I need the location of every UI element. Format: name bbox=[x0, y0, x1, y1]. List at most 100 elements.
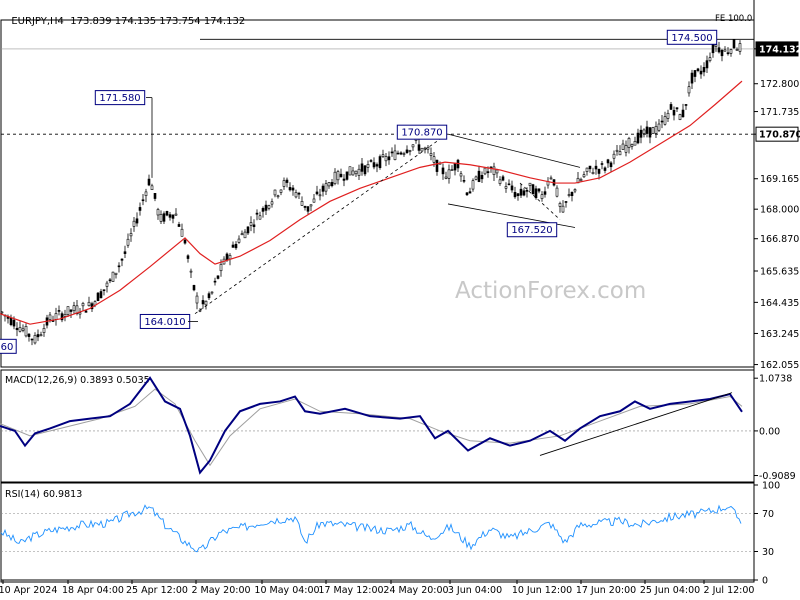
candle-body bbox=[561, 205, 565, 213]
candle-body bbox=[243, 231, 247, 239]
candle-body bbox=[705, 60, 709, 69]
price-label-171580: 171.580 bbox=[99, 93, 140, 104]
candle-body bbox=[192, 285, 196, 291]
candle-body bbox=[39, 334, 43, 337]
price-tick-label: 169.165 bbox=[760, 174, 799, 185]
candle-body bbox=[717, 47, 721, 53]
watermark: ActionForex.com bbox=[455, 278, 647, 304]
candle-body bbox=[345, 171, 349, 180]
candle-body bbox=[309, 204, 313, 207]
candle-body bbox=[357, 168, 361, 176]
candle-body bbox=[165, 211, 169, 216]
ohlc-values: 173.839 174.135 173.754 174.132 bbox=[70, 16, 246, 27]
dashed-trendline bbox=[194, 133, 449, 315]
candle-body bbox=[117, 265, 121, 268]
candle-body bbox=[120, 258, 124, 261]
candle-body bbox=[306, 206, 310, 212]
candle-body bbox=[360, 163, 364, 172]
candle-body bbox=[450, 169, 454, 171]
macd-trendline bbox=[539, 392, 733, 456]
candle-body bbox=[327, 182, 331, 187]
rsi-line bbox=[0, 504, 742, 553]
candle-body bbox=[363, 165, 367, 175]
candle-body bbox=[255, 212, 259, 215]
candle-body bbox=[213, 280, 217, 283]
candle-body bbox=[60, 313, 64, 321]
candle-body bbox=[369, 160, 373, 162]
candle-body bbox=[351, 170, 355, 176]
candle-body bbox=[96, 292, 100, 302]
candle-body bbox=[105, 282, 109, 287]
candle-body bbox=[162, 213, 166, 222]
time-label: 18 Apr 04:00 bbox=[62, 585, 124, 596]
price-label-60: 60 bbox=[1, 342, 14, 353]
candle-body bbox=[528, 182, 532, 186]
candle-body bbox=[630, 144, 634, 147]
candle-body bbox=[12, 319, 16, 327]
macd-tick-label: 1.0738 bbox=[759, 374, 792, 385]
candle-body bbox=[297, 192, 301, 195]
candle-body bbox=[738, 43, 742, 52]
candle-body bbox=[735, 49, 739, 51]
time-label: 17 May 12:00 bbox=[318, 585, 383, 596]
candle-body bbox=[348, 166, 352, 176]
candle-body bbox=[234, 243, 238, 249]
candle-body bbox=[321, 185, 325, 192]
candle-body bbox=[405, 149, 409, 153]
candle-body bbox=[258, 215, 262, 220]
candle-body bbox=[657, 123, 661, 131]
time-label: 10 Apr 2024 bbox=[0, 585, 57, 596]
candle-body bbox=[270, 201, 274, 205]
dashed-trendline bbox=[519, 182, 561, 220]
candle-body bbox=[261, 208, 265, 212]
candle-body bbox=[459, 173, 463, 177]
candle-body bbox=[159, 214, 163, 222]
candle-body bbox=[627, 138, 631, 148]
price-label-60-box bbox=[0, 338, 17, 354]
candle-body bbox=[516, 193, 520, 196]
candle-body bbox=[366, 164, 370, 168]
candle-body bbox=[114, 272, 118, 275]
candle-body bbox=[267, 205, 271, 209]
candle-body bbox=[558, 203, 562, 207]
candle-body bbox=[240, 233, 244, 236]
candle-body bbox=[195, 295, 199, 304]
price-tick-label: 165.635 bbox=[760, 266, 799, 277]
candle-body bbox=[72, 305, 76, 311]
candle-body bbox=[618, 151, 622, 156]
candle-body bbox=[312, 198, 316, 203]
current-price-box bbox=[755, 41, 799, 57]
candle-body bbox=[660, 120, 664, 123]
candle-body bbox=[279, 189, 283, 193]
candle-body bbox=[204, 300, 208, 306]
candle-body bbox=[429, 153, 433, 156]
candle-body bbox=[168, 214, 172, 218]
candle-body bbox=[252, 224, 256, 228]
candle-body bbox=[141, 199, 145, 202]
macd-title: MACD(12,26,9) 0.3893 0.5035 bbox=[5, 375, 150, 386]
candle-body bbox=[27, 333, 31, 337]
candle-body bbox=[24, 326, 28, 337]
candle-body bbox=[207, 293, 211, 299]
candle-body bbox=[423, 147, 427, 150]
candle-body bbox=[432, 156, 436, 163]
candle-body bbox=[138, 207, 142, 211]
candle-body bbox=[714, 44, 718, 47]
rsi-tick-label: 0 bbox=[762, 576, 768, 587]
price-label-171580-box bbox=[94, 90, 146, 106]
rsi-tick-label: 70 bbox=[762, 509, 774, 520]
price-tick-label: 168.000 bbox=[760, 205, 799, 216]
price-tick-label: 162.055 bbox=[760, 360, 799, 371]
candle-body bbox=[408, 150, 412, 152]
candle-body bbox=[201, 300, 205, 305]
price-panel-frame bbox=[0, 19, 755, 368]
candle-body bbox=[510, 185, 514, 191]
candle-body bbox=[63, 314, 67, 317]
candle-body bbox=[597, 168, 601, 174]
candle-body bbox=[150, 185, 154, 191]
candle-body bbox=[69, 309, 73, 312]
candle-body bbox=[282, 180, 286, 187]
candle-body bbox=[372, 162, 376, 168]
candle-body bbox=[42, 328, 46, 333]
